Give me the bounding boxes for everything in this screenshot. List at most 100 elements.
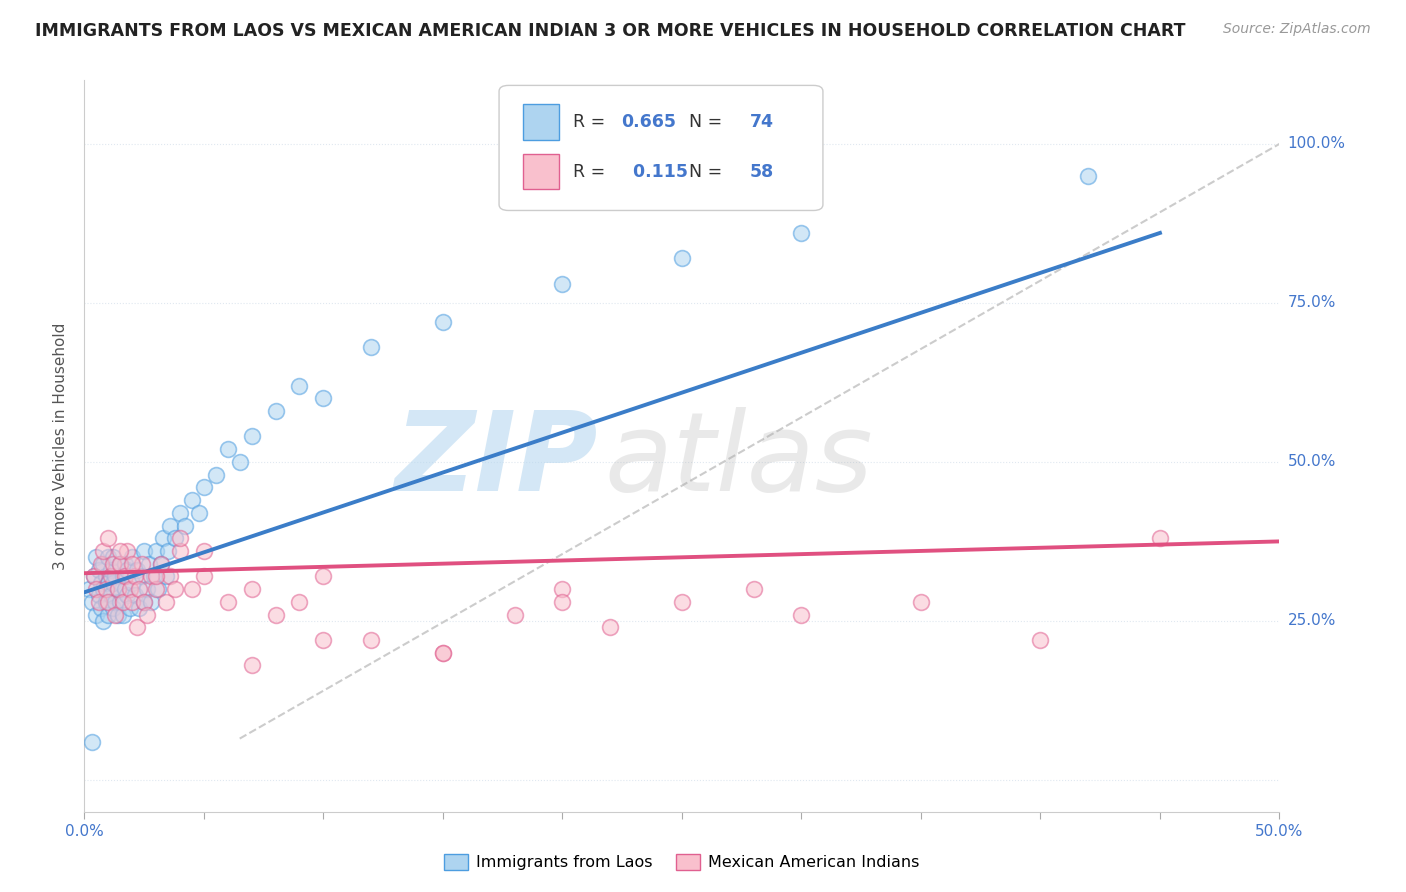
Text: 0.665: 0.665: [621, 113, 676, 131]
Point: [117, 563, 139, 577]
Point: [193, 569, 215, 583]
Point: [180, 493, 202, 508]
Text: IMMIGRANTS FROM LAOS VS MEXICAN AMERICAN INDIAN 3 OR MORE VEHICLES IN HOUSEHOLD : IMMIGRANTS FROM LAOS VS MEXICAN AMERICAN…: [35, 22, 1185, 40]
Text: 50.0%: 50.0%: [1288, 454, 1336, 469]
Point: [180, 582, 202, 596]
Point: [93, 557, 115, 571]
Text: atlas: atlas: [605, 407, 873, 514]
Point: [228, 455, 252, 469]
Text: 75.0%: 75.0%: [1288, 295, 1336, 310]
Point: [80, 595, 103, 609]
Point: [159, 569, 181, 583]
Point: [97, 550, 120, 565]
Point: [111, 607, 134, 622]
Point: [312, 632, 335, 647]
Point: [94, 595, 117, 609]
Point: [432, 646, 454, 660]
Point: [142, 569, 165, 583]
Point: [503, 607, 526, 622]
Point: [125, 563, 148, 577]
Point: [90, 557, 112, 571]
Point: [97, 531, 120, 545]
Point: [104, 595, 127, 609]
Point: [148, 582, 170, 596]
Point: [100, 569, 122, 583]
Point: [240, 429, 263, 443]
Text: R =: R =: [574, 113, 610, 131]
Text: 58: 58: [749, 162, 775, 181]
Point: [138, 557, 160, 571]
Point: [1077, 169, 1099, 183]
Point: [121, 575, 143, 590]
Point: [193, 480, 215, 494]
Point: [169, 544, 191, 558]
Point: [117, 589, 139, 603]
Point: [1149, 531, 1171, 545]
Point: [93, 582, 115, 596]
Point: [149, 557, 172, 571]
Point: [132, 544, 156, 558]
Text: 0.115: 0.115: [621, 162, 688, 181]
Y-axis label: 3 or more Vehicles in Household: 3 or more Vehicles in Household: [53, 322, 69, 570]
Point: [135, 582, 157, 596]
Point: [118, 582, 141, 596]
Text: ZIP: ZIP: [395, 407, 599, 514]
Text: 100.0%: 100.0%: [1288, 136, 1346, 152]
Point: [97, 607, 120, 622]
Point: [145, 544, 167, 558]
Point: [551, 595, 574, 609]
Point: [141, 569, 163, 583]
Point: [141, 595, 163, 609]
Point: [165, 531, 187, 545]
Point: [551, 582, 574, 596]
Point: [742, 582, 765, 596]
Point: [128, 601, 150, 615]
Point: [114, 582, 136, 596]
Point: [671, 252, 693, 266]
Point: [790, 226, 813, 240]
Point: [360, 632, 382, 647]
Point: [77, 582, 100, 596]
Point: [157, 544, 180, 558]
Point: [121, 557, 143, 571]
Point: [110, 557, 132, 571]
Point: [110, 557, 132, 571]
Text: 25.0%: 25.0%: [1288, 614, 1336, 628]
Point: [152, 531, 174, 545]
Point: [97, 595, 120, 609]
Point: [432, 646, 454, 660]
Point: [173, 518, 195, 533]
Point: [193, 544, 215, 558]
Point: [101, 575, 124, 590]
Point: [132, 595, 156, 609]
FancyBboxPatch shape: [523, 154, 558, 189]
Text: 74: 74: [749, 113, 775, 131]
Point: [83, 569, 105, 583]
Point: [240, 658, 263, 673]
Point: [114, 557, 136, 571]
Point: [94, 582, 117, 596]
Point: [1029, 632, 1052, 647]
Point: [135, 607, 157, 622]
Point: [100, 563, 122, 577]
Point: [288, 595, 311, 609]
Point: [128, 582, 150, 596]
Point: [94, 569, 117, 583]
Point: [149, 557, 172, 571]
Point: [159, 518, 181, 533]
Point: [83, 569, 105, 583]
Point: [217, 442, 239, 457]
Point: [205, 467, 228, 482]
Point: [90, 575, 112, 590]
Point: [169, 531, 191, 545]
Point: [101, 550, 124, 565]
Point: [165, 582, 187, 596]
Point: [155, 569, 177, 583]
Point: [107, 582, 129, 596]
Point: [80, 735, 103, 749]
Point: [93, 544, 115, 558]
Point: [169, 506, 191, 520]
Point: [117, 544, 139, 558]
Point: [132, 595, 156, 609]
FancyBboxPatch shape: [523, 104, 558, 139]
